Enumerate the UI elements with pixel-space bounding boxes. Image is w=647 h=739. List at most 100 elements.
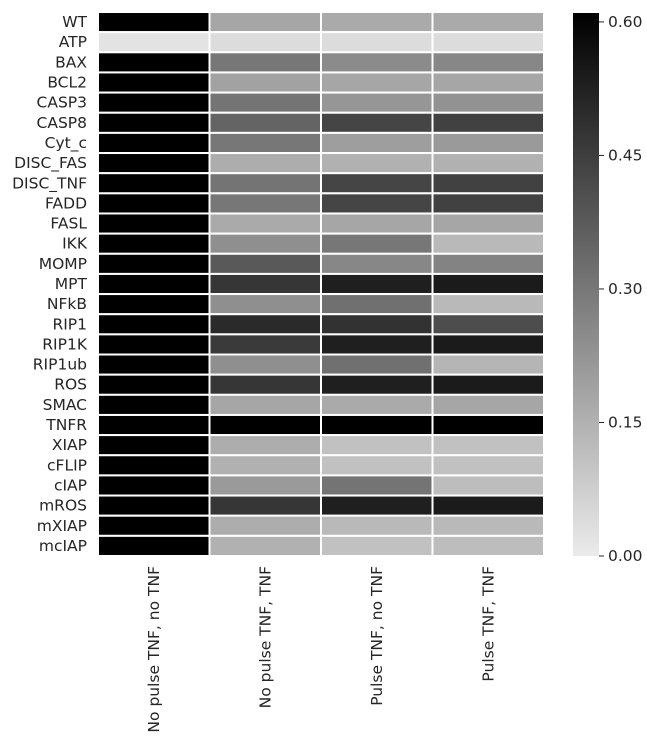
row-label-bcl2: BCL2 — [47, 74, 87, 92]
heatmap-cell-ikk-2 — [208, 232, 322, 255]
heatmap-cell-atp-2 — [208, 31, 322, 54]
heatmap-cells — [97, 11, 545, 558]
heatmap-cell-ros-4 — [431, 373, 545, 396]
row-label-mxiap: mXIAP — [37, 517, 87, 535]
row-label-bax: BAX — [55, 53, 87, 71]
heatmap-cell-wt-1 — [97, 11, 211, 34]
heatmap-cell-momp-4 — [431, 252, 545, 275]
heatmap-cell-cyt-c-4 — [431, 131, 545, 155]
heatmap-cell-disc-tnf-3 — [320, 172, 434, 195]
heatmap-cell-mpt-1 — [97, 272, 211, 296]
row-label-mpt: MPT — [55, 275, 88, 293]
heatmap-cell-xiap-4 — [431, 434, 545, 457]
heatmap-cell-nfkb-3 — [320, 293, 434, 316]
heatmap-cell-cflip-3 — [320, 454, 434, 477]
heatmap-cell-bcl2-1 — [97, 71, 211, 94]
heatmap-cell-wt-4 — [431, 11, 545, 34]
heatmap-cell-mciap-4 — [431, 534, 545, 558]
colorbar-tick-label: 0.30 — [608, 280, 643, 298]
heatmap-cell-fadd-1 — [97, 192, 211, 215]
heatmap-cell-mxiap-4 — [431, 514, 545, 537]
row-label-rip1: RIP1 — [52, 315, 87, 333]
heatmap-cell-xiap-1 — [97, 434, 211, 457]
heatmap-cell-tnfr-1 — [97, 413, 211, 437]
heatmap-cell-ciap-4 — [431, 474, 545, 497]
row-label-fasl: FASL — [50, 215, 87, 233]
heatmap-cell-mciap-2 — [208, 534, 322, 558]
heatmap-cell-casp8-3 — [320, 111, 434, 134]
heatmap-cell-mpt-2 — [208, 272, 322, 296]
heatmap-cell-atp-4 — [431, 31, 545, 54]
colorbar-ticks: 0.00 0.15 0.30 0.45 0.60 — [599, 13, 643, 565]
row-label-nfkb: NFkB — [47, 295, 87, 313]
heatmap-cell-ros-1 — [97, 373, 211, 396]
row-label-rip1k: RIP1K — [42, 335, 88, 353]
heatmap-cell-disc-fas-2 — [208, 152, 322, 175]
heatmap-cell-disc-fas-4 — [431, 152, 545, 175]
heatmap-cell-fadd-4 — [431, 192, 545, 215]
heatmap-cell-cyt-c-1 — [97, 131, 211, 155]
heatmap-cell-rip1k-4 — [431, 333, 545, 356]
heatmap-cell-smac-2 — [208, 393, 322, 416]
heatmap-cell-rip1ub-2 — [208, 353, 322, 376]
heatmap-cell-atp-3 — [320, 31, 434, 54]
row-label-smac: SMAC — [43, 396, 87, 414]
heatmap-cell-momp-2 — [208, 252, 322, 275]
heatmap-cell-tnfr-2 — [208, 413, 322, 437]
heatmap-cell-mxiap-3 — [320, 514, 434, 537]
heatmap-cell-cflip-2 — [208, 454, 322, 477]
heatmap-cell-disc-tnf-4 — [431, 172, 545, 195]
heatmap-cell-nfkb-2 — [208, 293, 322, 316]
heatmap-cell-rip1-4 — [431, 313, 545, 336]
heatmap-cell-bcl2-3 — [320, 71, 434, 94]
row-label-momp: MOMP — [39, 255, 87, 273]
colorbar — [573, 13, 599, 556]
heatmap-cell-cyt-c-3 — [320, 131, 434, 155]
heatmap-cell-mros-1 — [97, 494, 211, 517]
heatmap-cell-mxiap-1 — [97, 514, 211, 537]
heatmap-cell-rip1-2 — [208, 313, 322, 336]
colorbar-tick-label: 0.60 — [608, 13, 643, 31]
row-label-mciap: mcIAP — [39, 537, 87, 555]
heatmap-cell-disc-fas-1 — [97, 152, 211, 175]
colorbar-tick-label: 0.15 — [608, 413, 643, 431]
heatmap-cell-disc-fas-3 — [320, 152, 434, 175]
heatmap-cell-fasl-2 — [208, 212, 322, 235]
heatmap-cell-ciap-3 — [320, 474, 434, 497]
heatmap-cell-bax-2 — [208, 51, 322, 74]
heatmap-cell-cflip-1 — [97, 454, 211, 477]
heatmap-cell-ciap-1 — [97, 474, 211, 497]
row-label-xiap: XIAP — [52, 436, 87, 454]
column-label-2: No pulse TNF, TNF — [256, 566, 274, 708]
heatmap-cell-wt-3 — [320, 11, 434, 34]
heatmap-cell-fadd-3 — [320, 192, 434, 215]
heatmap-cell-mxiap-2 — [208, 514, 322, 537]
heatmap-cell-casp3-1 — [97, 91, 211, 114]
heatmap-cell-atp-1 — [97, 31, 211, 54]
heatmap-cell-tnfr-4 — [431, 413, 545, 437]
row-labels: WT ATP BAX BCL2 CASP3 CASP8 Cyt_cDISC_FASDISC_… — [12, 13, 88, 555]
column-label-4: Pulse TNF, TNF — [479, 566, 497, 682]
heatmap-cell-mpt-4 — [431, 272, 545, 296]
heatmap-cell-casp3-2 — [208, 91, 322, 114]
column-label-1: No pulse TNF, no TNF — [145, 566, 163, 733]
heatmap-cell-mros-2 — [208, 494, 322, 517]
heatmap-cell-ros-2 — [208, 373, 322, 396]
row-label-casp3: CASP3 — [37, 94, 87, 112]
heatmap-cell-casp8-4 — [431, 111, 545, 134]
heatmap-cell-fasl-1 — [97, 212, 211, 235]
heatmap-cell-fasl-4 — [431, 212, 545, 235]
heatmap-cell-momp-3 — [320, 252, 434, 275]
row-label-disc-tnf: DISC_TNF — [12, 174, 87, 193]
row-label-disc-fas: DISC_FAS — [14, 154, 87, 173]
colorbar-tick-label: 0.00 — [608, 547, 643, 565]
heatmap-cell-mros-4 — [431, 494, 545, 517]
heatmap-cell-bax-4 — [431, 51, 545, 74]
heatmap-cell-rip1k-1 — [97, 333, 211, 356]
colorbar-tick-label: 0.45 — [608, 146, 643, 164]
heatmap-cell-rip1ub-4 — [431, 353, 545, 376]
heatmap-cell-rip1k-3 — [320, 333, 434, 356]
heatmap-cell-casp3-3 — [320, 91, 434, 114]
row-label-fadd: FADD — [45, 194, 87, 212]
